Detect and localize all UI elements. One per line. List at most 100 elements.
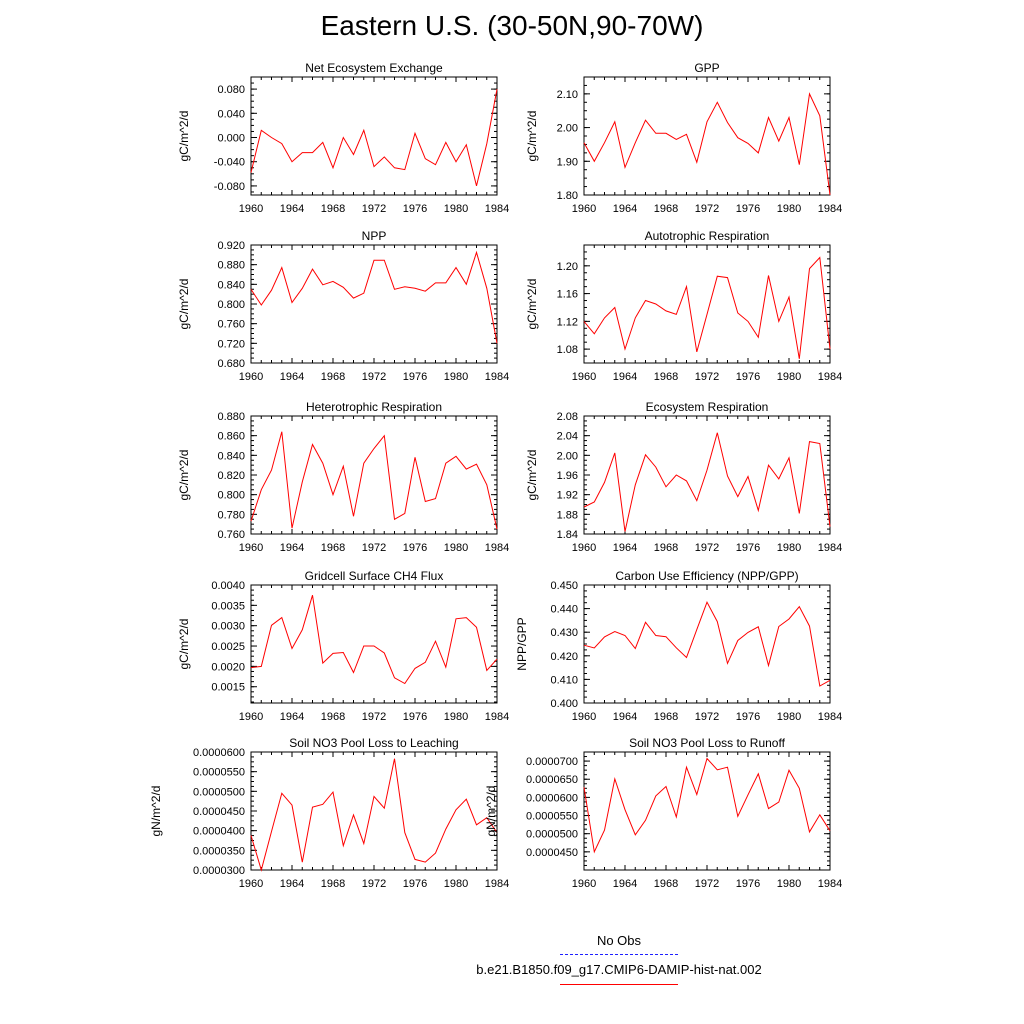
y-tick-label: 0.0040 <box>211 580 245 592</box>
y-tick-label: 0.440 <box>550 604 578 616</box>
y-tick-label: 1.84 <box>557 529 578 541</box>
y-tick-label: 0.0000650 <box>526 774 578 786</box>
series-line <box>583 256 831 359</box>
x-tick-label: 1968 <box>654 371 678 383</box>
x-tick-label: 1972 <box>362 878 386 890</box>
y-tick-label: 0.0000600 <box>193 747 245 759</box>
x-tick-label: 1960 <box>239 542 263 554</box>
plot-frame <box>250 584 498 704</box>
x-tick-label: 1984 <box>818 878 842 890</box>
y-tick-label: 0.840 <box>217 450 245 462</box>
y-axis-label: gN/m^2/d <box>484 786 498 837</box>
y-tick-label: 0.0000350 <box>193 845 245 857</box>
legend-obs-line <box>560 954 678 955</box>
y-tick-label: -0.040 <box>214 157 245 169</box>
y-tick-label: 1.92 <box>557 490 578 502</box>
panel-title: NPP <box>362 229 387 243</box>
x-tick-label: 1960 <box>572 203 596 215</box>
y-tick-label: 0.0025 <box>211 641 245 653</box>
y-tick-label: 0.0000500 <box>526 829 578 841</box>
x-tick-label: 1964 <box>613 711 637 723</box>
x-tick-label: 1964 <box>280 203 304 215</box>
x-tick-label: 1972 <box>695 711 719 723</box>
legend-run-label: b.e21.B1850.f09_g17.CMIP6-DAMIP-hist-nat… <box>476 962 762 977</box>
y-tick-label: 0.760 <box>217 319 245 331</box>
x-tick-label: 1984 <box>818 203 842 215</box>
y-axis-label: gC/m^2/d <box>525 111 539 162</box>
y-tick-label: 0.450 <box>550 580 578 592</box>
y-tick-label: 0.0000500 <box>193 786 245 798</box>
x-tick-label: 1980 <box>444 203 468 215</box>
x-tick-label: 1964 <box>280 878 304 890</box>
series-line <box>583 757 831 854</box>
y-tick-label: 0.0000450 <box>526 847 578 859</box>
x-tick-label: 1964 <box>280 711 304 723</box>
series-line <box>250 595 498 685</box>
panel-title: Carbon Use Efficiency (NPP/GPP) <box>615 569 798 583</box>
y-tick-label: 0.0000550 <box>526 811 578 823</box>
y-tick-label: 0.0000400 <box>193 826 245 838</box>
y-tick-label: 0.720 <box>217 338 245 350</box>
y-axis-label: gC/m^2/d <box>177 279 191 330</box>
y-tick-label: 0.880 <box>217 411 245 423</box>
x-tick-label: 1984 <box>485 371 509 383</box>
plot-frame <box>250 76 498 196</box>
x-tick-label: 1968 <box>321 203 345 215</box>
y-tick-label: -0.080 <box>214 181 245 193</box>
x-tick-label: 1976 <box>736 711 760 723</box>
x-tick-label: 1972 <box>695 878 719 890</box>
y-axis-label: NPP/GPP <box>515 617 529 670</box>
y-tick-label: 0.0000700 <box>526 756 578 768</box>
x-tick-label: 1976 <box>403 711 427 723</box>
series-line <box>250 89 498 187</box>
x-tick-label: 1976 <box>403 878 427 890</box>
x-tick-label: 1980 <box>444 542 468 554</box>
x-tick-label: 1972 <box>695 203 719 215</box>
x-tick-label: 1968 <box>321 878 345 890</box>
x-tick-label: 1972 <box>695 371 719 383</box>
plot-frame <box>250 751 498 871</box>
x-tick-label: 1960 <box>572 878 596 890</box>
panel-title: Autotrophic Respiration <box>645 229 770 243</box>
x-tick-label: 1972 <box>362 711 386 723</box>
y-tick-label: 0.000 <box>217 133 245 145</box>
x-tick-label: 1964 <box>613 878 637 890</box>
x-tick-label: 1968 <box>654 542 678 554</box>
x-tick-label: 1968 <box>654 203 678 215</box>
x-tick-label: 1968 <box>321 542 345 554</box>
x-tick-label: 1984 <box>485 542 509 554</box>
y-axis-label: gC/m^2/d <box>525 450 539 501</box>
x-tick-label: 1980 <box>444 878 468 890</box>
x-tick-label: 1968 <box>321 371 345 383</box>
x-tick-label: 1980 <box>777 542 801 554</box>
y-tick-label: 2.08 <box>557 411 578 423</box>
y-tick-label: 1.12 <box>557 316 578 328</box>
plot-frame <box>583 244 831 364</box>
x-tick-label: 1984 <box>818 711 842 723</box>
y-axis-label: gC/m^2/d <box>177 111 191 162</box>
x-tick-label: 1980 <box>444 711 468 723</box>
y-tick-label: 0.860 <box>217 431 245 443</box>
x-tick-label: 1960 <box>239 203 263 215</box>
y-tick-label: 0.680 <box>217 358 245 370</box>
plot-frame <box>250 244 498 364</box>
x-tick-label: 1964 <box>613 203 637 215</box>
panel-title: Net Ecosystem Exchange <box>305 61 443 75</box>
y-tick-label: 0.880 <box>217 260 245 272</box>
x-tick-label: 1960 <box>239 711 263 723</box>
y-tick-label: 0.0000450 <box>193 806 245 818</box>
x-tick-label: 1964 <box>280 371 304 383</box>
y-tick-label: 0.920 <box>217 240 245 252</box>
x-tick-label: 1968 <box>654 711 678 723</box>
series-line <box>250 250 498 344</box>
x-tick-label: 1980 <box>777 371 801 383</box>
y-tick-label: 0.800 <box>217 299 245 311</box>
y-tick-label: 1.90 <box>557 156 578 168</box>
x-tick-label: 1972 <box>362 203 386 215</box>
y-axis-label: gC/m^2/d <box>177 450 191 501</box>
x-tick-label: 1960 <box>572 371 596 383</box>
panel-title: Ecosystem Respiration <box>646 400 769 414</box>
x-tick-label: 1976 <box>736 203 760 215</box>
y-tick-label: 0.0000300 <box>193 865 245 877</box>
y-tick-label: 0.400 <box>550 698 578 710</box>
